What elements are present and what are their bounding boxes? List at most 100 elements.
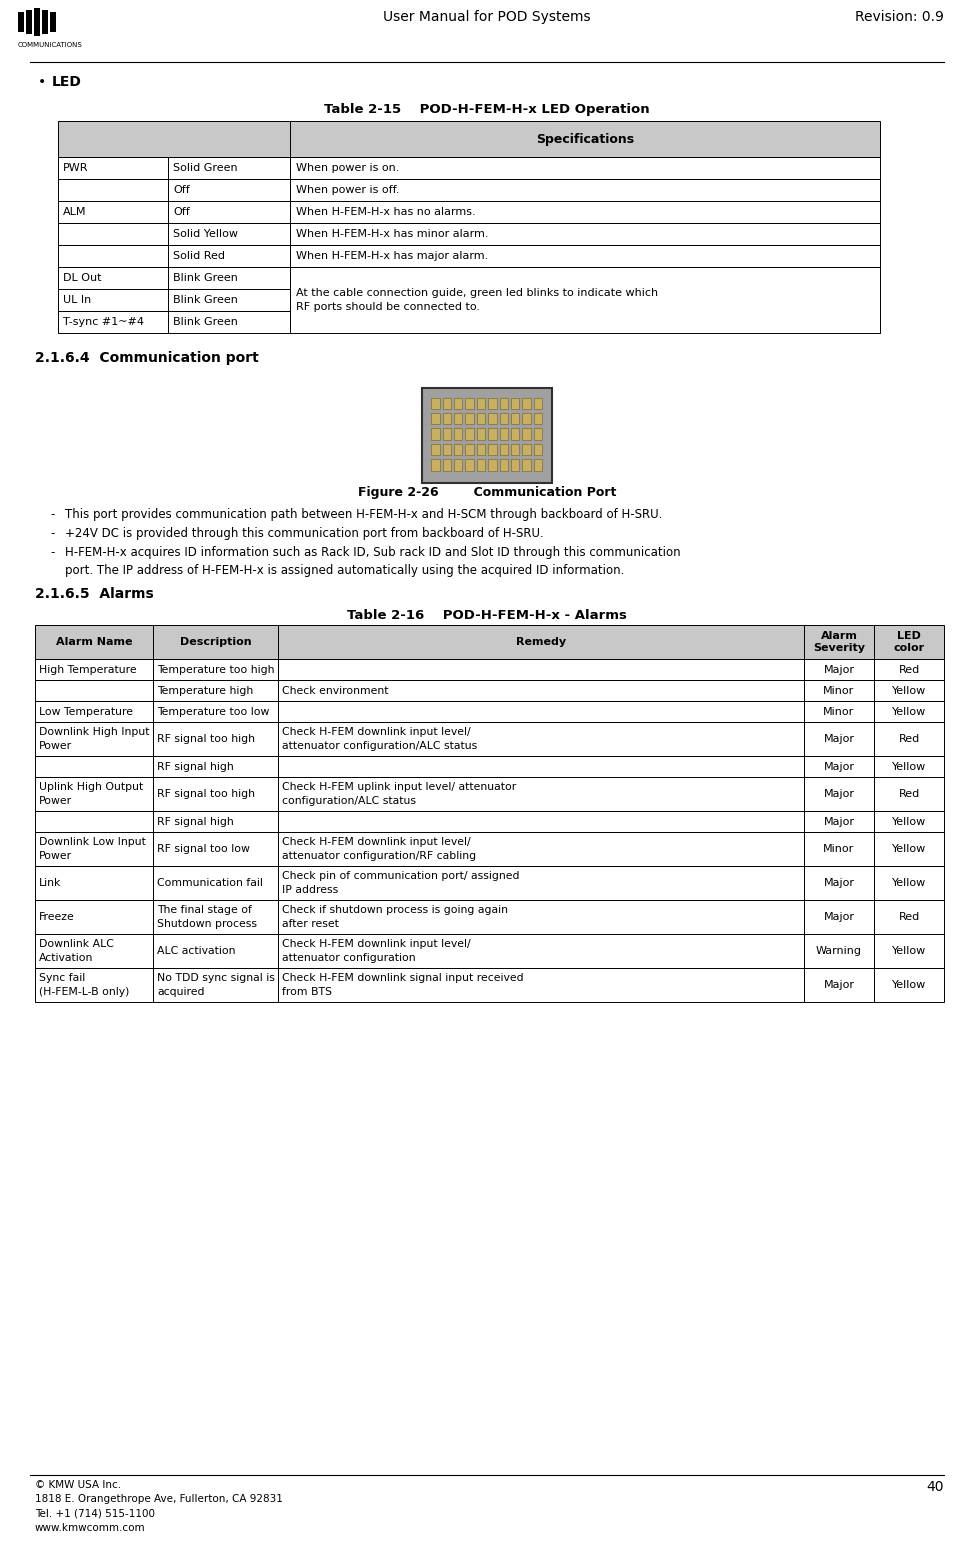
Text: Remedy: Remedy [516, 636, 566, 647]
Bar [511, 413, 519, 424]
Text: Check H-FEM downlink signal input received
from BTS: Check H-FEM downlink signal input receiv… [282, 974, 524, 997]
Text: RF signal high: RF signal high [157, 761, 234, 772]
Bar [431, 413, 439, 424]
Bar [476, 444, 485, 455]
Bar [58, 122, 290, 157]
Bar [35, 866, 153, 900]
Bar [500, 428, 508, 439]
Bar [35, 660, 153, 680]
Text: Alarm Name: Alarm Name [56, 636, 132, 647]
Text: Major: Major [823, 878, 854, 888]
Bar [153, 832, 278, 866]
Text: RF signal too high: RF signal too high [157, 789, 255, 798]
Bar [278, 968, 804, 1002]
Bar [35, 626, 153, 660]
Bar [35, 680, 153, 701]
Bar [522, 444, 531, 455]
Text: Major: Major [823, 817, 854, 826]
Text: +24V DC is provided through this communication port from backboard of H-SRU.: +24V DC is provided through this communi… [65, 527, 543, 539]
Bar [153, 968, 278, 1002]
Bar [522, 428, 531, 439]
Text: © KMW USA Inc.
1818 E. Orangethrope Ave, Fullerton, CA 92831
Tel. +1 (714) 515-1: © KMW USA Inc. 1818 E. Orangethrope Ave,… [35, 1479, 282, 1533]
Text: •: • [38, 76, 46, 89]
Bar [431, 398, 439, 408]
Bar [804, 680, 874, 701]
Bar [511, 459, 519, 470]
Text: Downlink Low Input
Power: Downlink Low Input Power [39, 837, 146, 860]
Bar [804, 626, 874, 660]
Bar [431, 444, 439, 455]
Text: Red: Red [898, 912, 919, 922]
Bar [534, 413, 543, 424]
Bar [290, 122, 880, 157]
Text: Off: Off [173, 185, 190, 196]
Bar [278, 777, 804, 811]
Text: Temperature too high: Temperature too high [157, 664, 275, 675]
Bar [35, 900, 153, 934]
Text: Yellow: Yellow [892, 980, 926, 989]
Bar [168, 267, 290, 290]
Bar [58, 311, 168, 333]
Text: This port provides communication path between H-FEM-H-x and H-SCM through backbo: This port provides communication path be… [65, 509, 662, 521]
Bar [153, 680, 278, 701]
Bar [804, 723, 874, 757]
Text: Red: Red [898, 734, 919, 744]
Bar [278, 811, 804, 832]
Bar [466, 459, 474, 470]
Text: Check pin of communication port/ assigned
IP address: Check pin of communication port/ assigne… [282, 871, 519, 895]
Bar [290, 179, 880, 200]
Bar [290, 223, 880, 245]
Bar [442, 444, 451, 455]
Bar [278, 660, 804, 680]
Bar [58, 223, 168, 245]
Bar [466, 398, 474, 408]
Bar [168, 179, 290, 200]
Bar [35, 934, 153, 968]
Bar [804, 968, 874, 1002]
Bar [278, 757, 804, 777]
Bar [488, 459, 497, 470]
Bar [26, 9, 32, 34]
Bar [534, 459, 543, 470]
Bar [18, 12, 24, 32]
Bar [534, 444, 543, 455]
Bar [476, 413, 485, 424]
Text: When H-FEM-H-x has no alarms.: When H-FEM-H-x has no alarms. [296, 206, 475, 217]
Bar [522, 413, 531, 424]
Text: When H-FEM-H-x has major alarm.: When H-FEM-H-x has major alarm. [296, 251, 488, 260]
Text: UL In: UL In [63, 294, 92, 305]
Bar [874, 968, 944, 1002]
Text: Check H-FEM uplink input level/ attenuator
configuration/ALC status: Check H-FEM uplink input level/ attenuat… [282, 783, 516, 806]
Bar [522, 459, 531, 470]
Text: Yellow: Yellow [892, 946, 926, 955]
Text: ALM: ALM [63, 206, 87, 217]
Text: Red: Red [898, 789, 919, 798]
Text: Yellow: Yellow [892, 817, 926, 826]
Text: Low Temperature: Low Temperature [39, 706, 133, 717]
Bar [153, 866, 278, 900]
Bar [522, 398, 531, 408]
Bar [422, 388, 552, 482]
Text: Yellow: Yellow [892, 686, 926, 695]
Bar [153, 723, 278, 757]
Bar [290, 157, 880, 179]
Bar [290, 245, 880, 267]
Text: Sync fail
(H-FEM-L-B only): Sync fail (H-FEM-L-B only) [39, 974, 130, 997]
Bar [874, 811, 944, 832]
Text: LED
color: LED color [893, 630, 924, 653]
Bar [804, 900, 874, 934]
Bar [488, 398, 497, 408]
Text: Warning: Warning [816, 946, 862, 955]
Text: At the cable connection guide, green led blinks to indicate which
RF ports shoul: At the cable connection guide, green led… [296, 288, 658, 311]
Text: RF signal too high: RF signal too high [157, 734, 255, 744]
Bar [278, 866, 804, 900]
Bar [153, 660, 278, 680]
Bar [278, 832, 804, 866]
Bar [500, 459, 508, 470]
Bar [35, 701, 153, 723]
Bar [442, 398, 451, 408]
Text: 40: 40 [926, 1479, 944, 1495]
Bar [476, 428, 485, 439]
Bar [874, 660, 944, 680]
Text: When H-FEM-H-x has minor alarm.: When H-FEM-H-x has minor alarm. [296, 230, 489, 239]
